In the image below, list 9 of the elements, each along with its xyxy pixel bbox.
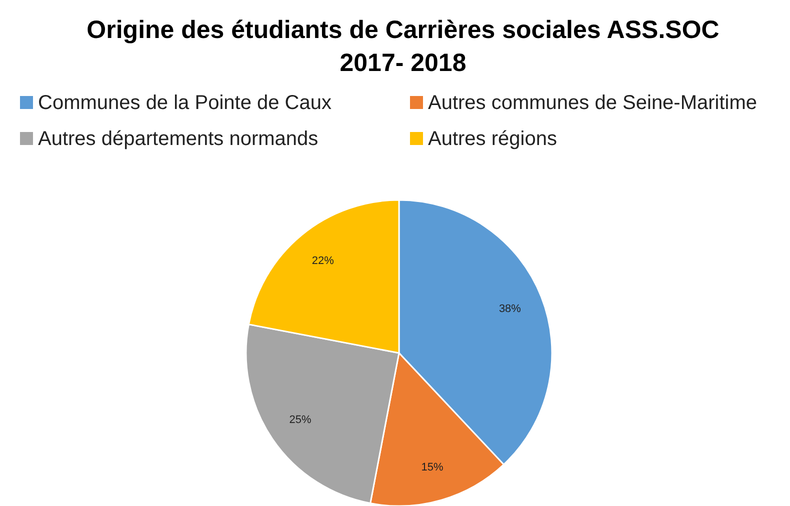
data-label: 22% — [312, 254, 334, 267]
data-label: 25% — [289, 414, 312, 426]
legend-label: Autres départements normands — [38, 128, 318, 150]
legend-label: Communes de la Pointe de Caux — [38, 92, 332, 114]
data-label: 38% — [498, 302, 522, 315]
legend-label: Autres communes de Seine-Maritime — [428, 92, 758, 114]
data-label: 15% — [421, 462, 444, 474]
chart-title: Origine des étudiants de Carrières sociales ASS.SOC 2017- 2018 — [86, 16, 720, 77]
legend-label: Autres régions — [428, 128, 557, 150]
